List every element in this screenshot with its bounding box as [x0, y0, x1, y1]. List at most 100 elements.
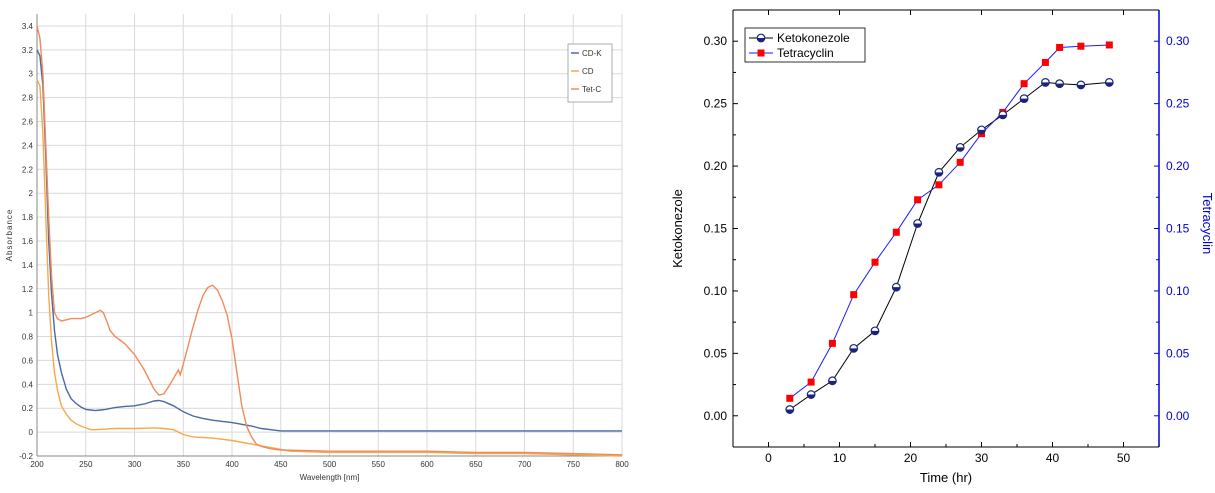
y-tick-label: 0.4 — [22, 380, 34, 389]
y-tick-label: -0.2 — [19, 452, 33, 461]
y-tick-label: 2.2 — [22, 165, 34, 174]
data-point-tetracyclin — [786, 394, 794, 402]
data-point-tetracyclin — [892, 228, 900, 236]
x-tick-label: 800 — [615, 460, 629, 469]
data-point-ketokonezole-fill — [828, 380, 837, 385]
y-tick-label-right: 0.00 — [1166, 409, 1190, 423]
y-tick-label-left: 0.20 — [704, 159, 728, 173]
y-axis-label: Absorbance — [5, 209, 14, 262]
y-tick-label-left: 0.05 — [704, 346, 728, 360]
data-point-tetracyclin — [1056, 43, 1064, 51]
series-line-cd-k — [36, 49, 622, 432]
y-tick-label-right: 0.30 — [1166, 34, 1190, 48]
x-axis-label: Wavelength [nm] — [300, 473, 360, 482]
legend-label: Ketokonezole — [777, 31, 850, 45]
x-tick-label: 0 — [765, 451, 772, 465]
x-tick-label: 20 — [904, 451, 918, 465]
series-line-tet-c — [36, 25, 623, 456]
data-point-ketokonezole-fill — [1020, 98, 1028, 103]
x-tick-label: 10 — [833, 451, 847, 465]
y-tick-label-left: 0.15 — [704, 222, 728, 236]
release-time-chart: 0 10 20 30 40 50 0.00 0.00 0.05 0.05 0.10 0.10 0.15 0… — [670, 9, 1215, 485]
y-tick-label-right: 0.25 — [1166, 97, 1190, 111]
data-point-tetracyclin — [850, 291, 858, 299]
data-point-ketokonezole-fill — [1055, 83, 1064, 88]
x-axis-label: Time (hr) — [920, 470, 972, 485]
x-tick-label: 450 — [274, 460, 288, 469]
y-tick-label: 1.2 — [22, 285, 34, 294]
x-tick-label: 600 — [420, 460, 434, 469]
x-tick-label: 350 — [177, 460, 191, 469]
data-point-ketokonezole-fill — [849, 348, 858, 353]
legend-label: CD — [582, 67, 594, 76]
data-point-tetracyclin — [807, 378, 815, 386]
y-tick-label: 1 — [29, 309, 34, 318]
data-point-tetracyclin — [871, 258, 879, 266]
data-point-ketokonezole-fill — [935, 172, 943, 177]
y-tick-label-left: 0.00 — [704, 409, 728, 423]
data-point-ketokonezole-fill — [1077, 84, 1085, 89]
x-tick-label: 30 — [975, 451, 989, 465]
y-tick-label-right: 0.15 — [1166, 222, 1190, 236]
y-tick-label-left: 0.30 — [704, 34, 728, 48]
data-point-tetracyclin — [935, 181, 943, 189]
y-tick-label: 0.8 — [22, 333, 34, 342]
data-point-tetracyclin — [956, 158, 964, 166]
data-point-tetracyclin — [1105, 41, 1113, 49]
y-tick-label: 3 — [29, 70, 34, 79]
legend-marker-tetracyclin — [757, 49, 765, 57]
y-tick-label: 0 — [29, 428, 34, 437]
x-tick-label: 250 — [79, 460, 93, 469]
y-tick-label-left: 0.10 — [704, 284, 728, 298]
y-tick-label: 3.4 — [22, 22, 34, 31]
y-axis-label-right: Tetracyclin — [1200, 193, 1215, 254]
data-point-tetracyclin — [914, 196, 922, 204]
data-point-ketokonezole-fill — [956, 147, 964, 152]
x-tick-label: 40 — [1046, 451, 1060, 465]
data-point-ketokonezole-fill — [786, 409, 794, 414]
uv-absorbance-chart: -0.2 0 0.2 0.4 0.6 0.8 1 1.2 1.4 1.6 1.8 2 2.2 2.4 2.6… — [5, 14, 629, 482]
data-point-ketokonezole-fill — [1105, 82, 1114, 87]
data-point-ketokonezole-fill — [807, 394, 815, 399]
data-point-tetracyclin — [1041, 58, 1049, 66]
y-tick-label-right: 0.20 — [1166, 159, 1190, 173]
y-tick-label: 2.4 — [22, 141, 34, 150]
series-line-tetracyclin — [789, 44, 1110, 399]
data-point-ketokonezole-fill — [913, 223, 922, 228]
data-point-ketokonezole-fill — [892, 287, 901, 291]
x-tick-label: 650 — [469, 460, 483, 469]
y-tick-label: 0.6 — [22, 356, 34, 365]
y-tick-label: 2.8 — [22, 94, 34, 103]
x-tick-label: 300 — [128, 460, 142, 469]
x-tick-label: 500 — [323, 460, 337, 469]
x-tick-label: 750 — [567, 460, 581, 469]
y-axis-label-left: Ketokonezole — [670, 189, 685, 268]
data-point-tetracyclin — [828, 339, 836, 347]
x-tick-label: 50 — [1117, 451, 1131, 465]
y-tick-label: 1.8 — [22, 213, 34, 222]
y-tick-label: 2 — [29, 189, 34, 198]
data-point-ketokonezole-fill — [871, 330, 879, 335]
data-point-ketokonezole-fill — [999, 114, 1007, 119]
y-tick-label: 1.6 — [22, 237, 34, 246]
y-tick-label: 3.2 — [22, 46, 34, 55]
y-tick-label-right: 0.05 — [1166, 346, 1190, 360]
legend-marker-ketokonezole-fill — [757, 38, 765, 42]
y-tick-label: 2.6 — [22, 118, 34, 127]
y-tick-label: 0.2 — [22, 404, 34, 413]
y-tick-label-right: 0.10 — [1166, 284, 1190, 298]
y-tick-label-left: 0.25 — [704, 97, 728, 111]
x-tick-label: 550 — [372, 460, 386, 469]
data-point-ketokonezole-fill — [977, 129, 986, 134]
x-tick-label: 700 — [518, 460, 532, 469]
legend-label: Tet-C — [582, 85, 601, 94]
y-tick-label: 1.4 — [22, 261, 34, 270]
data-point-ketokonezole-fill — [1041, 82, 1050, 87]
data-point-tetracyclin — [1020, 80, 1028, 88]
x-tick-label: 200 — [30, 460, 44, 469]
legend-label: CD-K — [582, 49, 602, 58]
legend-label: Tetracyclin — [777, 46, 834, 60]
series-line-cd — [36, 79, 623, 457]
x-tick-label: 400 — [225, 460, 239, 469]
legend-box — [744, 27, 866, 63]
